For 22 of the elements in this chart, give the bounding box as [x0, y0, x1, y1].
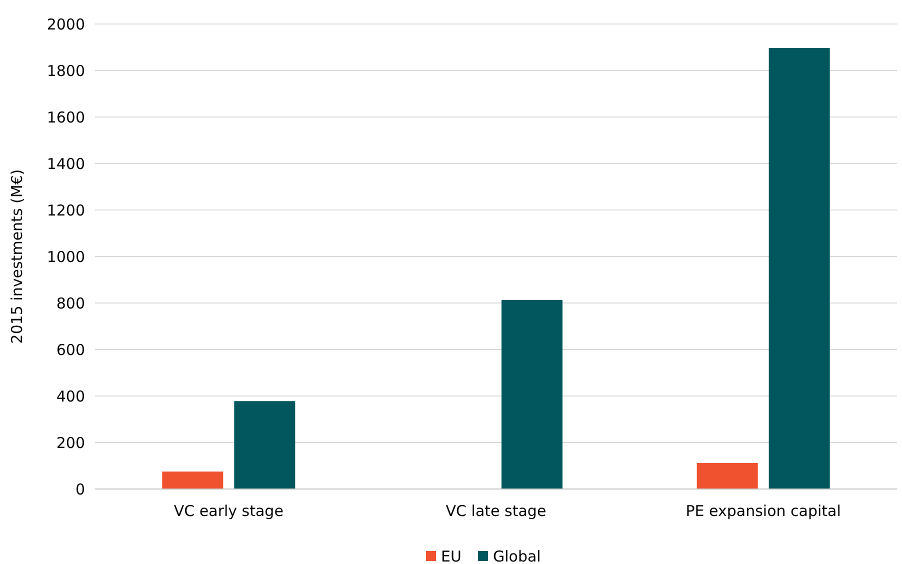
- y-tick-label: 2000: [46, 15, 85, 34]
- y-tick-label: 0: [75, 480, 85, 498]
- bar: [234, 401, 296, 489]
- y-tick-label: 200: [56, 434, 85, 452]
- bar: [162, 472, 224, 489]
- y-tick-label: 600: [56, 340, 85, 359]
- x-tick-label: VC early stage: [174, 502, 284, 520]
- y-axis-title: 2015 investments (M€): [8, 169, 26, 344]
- y-tick-label: 1000: [46, 248, 85, 266]
- y-tick-label: 1600: [46, 108, 85, 126]
- legend-label: EU: [441, 547, 462, 564]
- bar: [768, 48, 830, 489]
- legend-label: Global: [493, 547, 541, 564]
- x-tick-label: PE expansion capital: [686, 502, 841, 520]
- y-tick-label: 400: [56, 387, 85, 406]
- y-tick-label: 800: [56, 294, 85, 312]
- y-tick-label: 1400: [46, 154, 85, 173]
- bar: [502, 300, 562, 489]
- x-tick-label: VC late stage: [446, 502, 546, 520]
- bar: [696, 462, 758, 489]
- y-tick-label: 1800: [46, 62, 85, 80]
- y-tick-label: 1200: [46, 201, 85, 220]
